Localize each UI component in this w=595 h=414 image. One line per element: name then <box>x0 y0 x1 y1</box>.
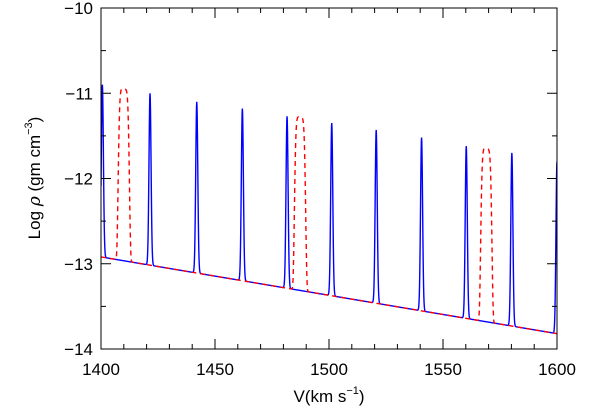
y-tick-label: −13 <box>64 255 93 274</box>
plot-area <box>101 84 557 335</box>
x-tick-label: 1450 <box>196 360 234 379</box>
x-tick-label: 1600 <box>538 360 576 379</box>
x-tick-label: 1550 <box>424 360 462 379</box>
x-tick-label: 1500 <box>310 360 348 379</box>
x-tick-label: 1400 <box>82 360 120 379</box>
y-tick-label: −10 <box>64 0 93 18</box>
axis-ticks: 1400 1450 1500 1550 1600 −14 −13 −12 −11 −10 <box>64 0 576 379</box>
y-axis-label: Log ρ (gm cm−3) <box>23 117 45 240</box>
plot-frame <box>100 7 558 350</box>
x-axis-label: V(km s−1) <box>293 385 364 406</box>
y-tick-label: −12 <box>64 170 93 189</box>
y-tick-label: −14 <box>64 340 93 359</box>
y-tick-label: −11 <box>65 84 93 103</box>
series-line-dashed <box>101 88 557 335</box>
series-line-solid <box>101 84 557 334</box>
